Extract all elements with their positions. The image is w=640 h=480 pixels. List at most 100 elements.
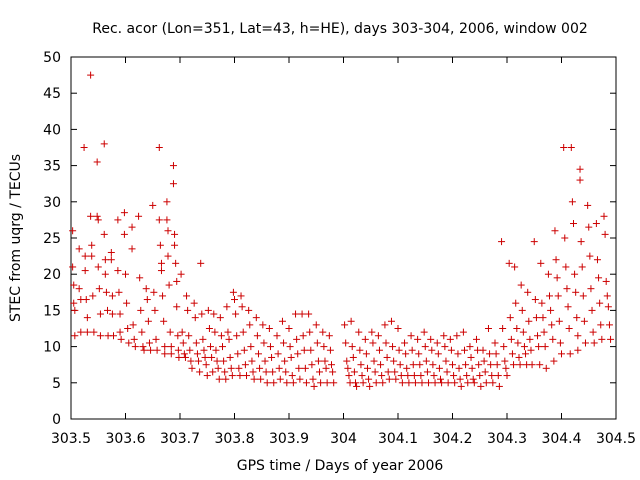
data-point [307,346,315,354]
data-point [221,368,229,376]
data-point [444,379,452,387]
data-point [116,310,124,318]
data-point [414,335,422,343]
data-point [180,350,188,358]
data-point [556,339,564,347]
data-point [81,267,89,275]
data-point [94,263,102,271]
data-point [526,335,534,343]
data-point [358,372,366,380]
data-point [208,353,216,361]
data-point [574,332,582,340]
data-point [281,357,289,365]
data-point [420,328,428,336]
data-point [540,328,548,336]
data-point [153,346,161,354]
data-point [408,346,416,354]
data-point [421,343,429,351]
data-point [69,227,77,235]
data-point [405,379,413,387]
data-point [442,357,450,365]
data-point [186,346,194,354]
data-point [175,353,183,361]
data-point [525,317,533,325]
data-point [502,364,510,372]
data-point [551,227,559,235]
data-point [236,372,244,380]
data-point [566,350,574,358]
data-point [363,364,371,372]
y-tick-label: 35 [43,159,61,175]
data-point [602,277,610,285]
data-point [481,368,489,376]
data-point [477,382,485,390]
data-point [232,310,240,318]
data-point [489,379,497,387]
data-point [402,350,410,358]
data-point [190,299,198,307]
data-point [488,372,496,380]
data-point [200,346,208,354]
data-point [323,379,331,387]
data-point [77,328,85,336]
data-point [69,263,77,271]
data-point [457,382,465,390]
data-point [265,325,273,332]
data-point [233,332,241,340]
data-point [552,256,560,264]
data-point [296,375,304,383]
data-point [120,209,128,217]
data-point [519,328,527,336]
data-point [484,325,492,332]
data-point [539,314,547,322]
data-point [353,382,361,390]
data-point [517,281,525,289]
data-point [285,325,293,332]
data-point [596,299,604,307]
data-point [378,372,386,380]
data-point [219,343,227,351]
data-point [377,361,385,369]
data-point [75,285,83,293]
data-point [306,328,314,336]
y-tick-label: 50 [43,50,61,66]
data-point [464,379,472,387]
data-point [104,306,112,314]
data-point [588,306,596,314]
data-point [185,332,193,340]
data-point [263,379,271,387]
data-point [450,372,458,380]
data-point [593,256,601,264]
data-point [248,357,256,365]
data-point [161,350,169,358]
data-point [102,288,110,296]
data-point [210,310,218,318]
data-point [595,274,603,282]
data-point [275,364,283,372]
data-point [553,274,561,282]
x-tick-label: 304 [330,431,357,447]
data-point [157,267,165,275]
data-point [396,361,404,369]
data-point [560,144,568,151]
data-point [361,335,369,343]
data-point [404,372,412,380]
data-point [500,343,508,351]
data-point [409,361,417,369]
data-point [459,328,467,336]
data-point [87,71,95,79]
data-point [522,350,530,358]
x-tick-label: 303.9 [269,431,309,447]
data-point [196,368,204,376]
data-point [571,270,579,278]
data-point [237,292,245,300]
data-point [491,339,499,347]
data-point [107,248,115,256]
data-point [558,350,565,358]
data-point [567,144,575,151]
data-point [75,245,83,253]
data-point [446,335,454,343]
data-point [503,372,511,380]
data-point [574,346,582,354]
data-point [165,281,173,289]
